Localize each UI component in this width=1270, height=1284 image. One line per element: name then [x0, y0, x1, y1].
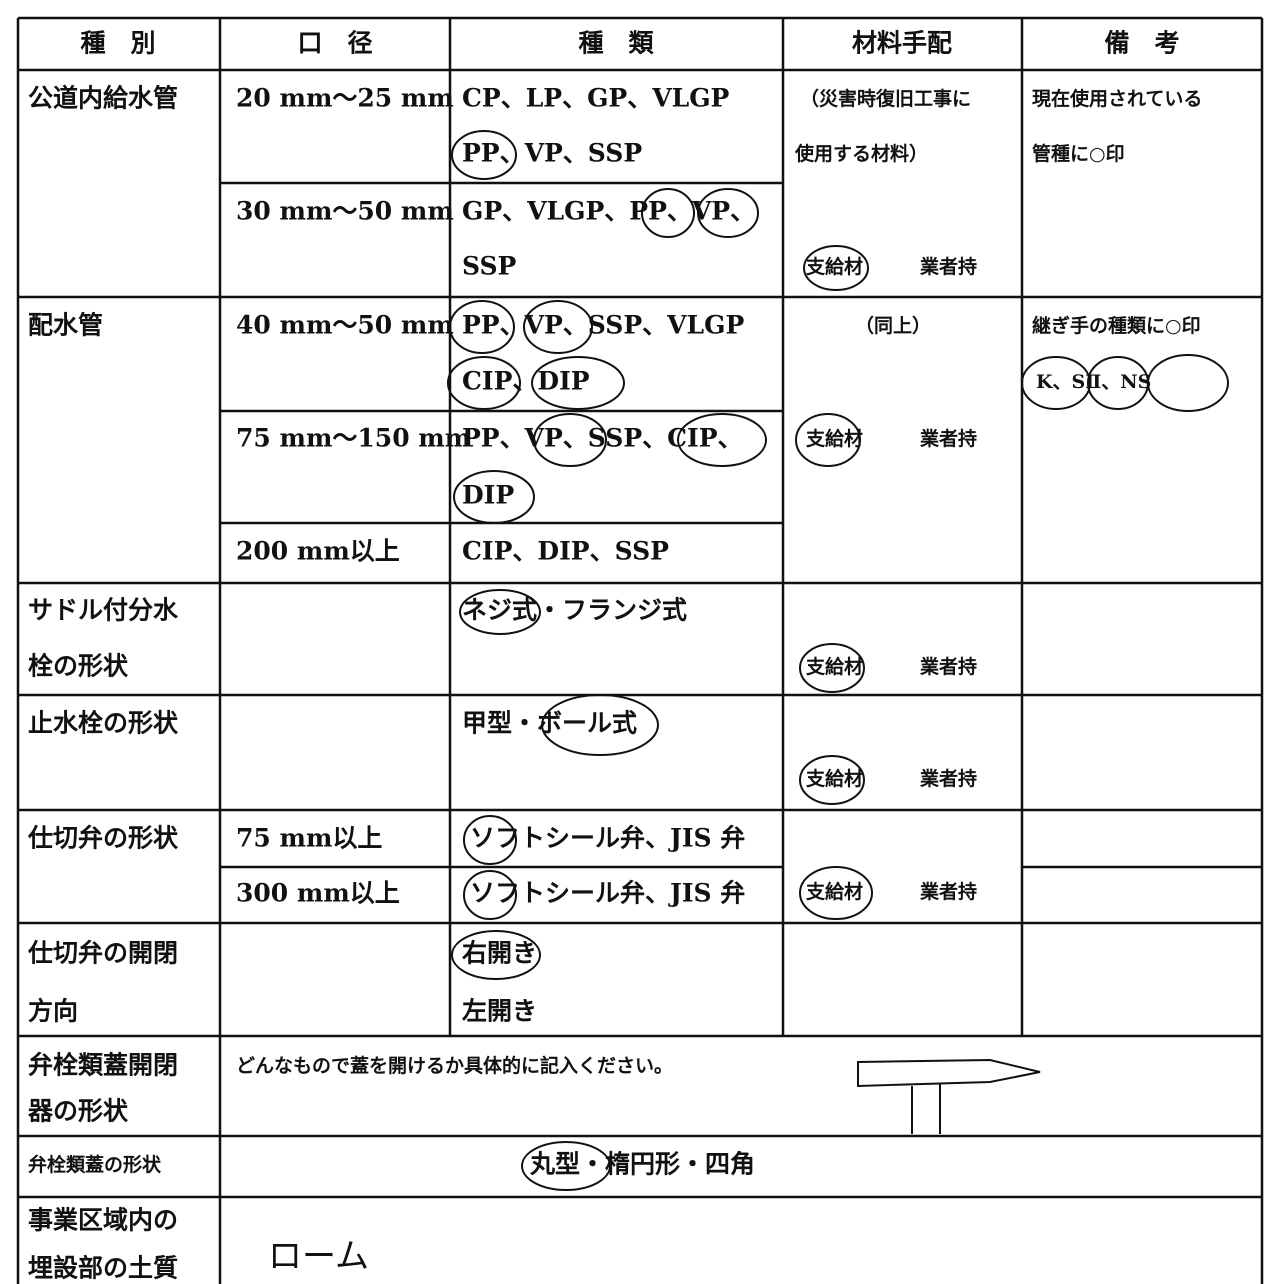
pipe-type: GP、VLGP、PP、VP、	[462, 197, 755, 226]
diameter: 20 mm〜25 mm	[236, 84, 454, 113]
supply-option: 支給材	[805, 767, 863, 790]
material: （災害時復旧工事に	[800, 87, 971, 110]
diameter: 75 mm〜150 mm	[236, 424, 471, 453]
material: （同上）	[855, 314, 931, 337]
header-cell: 材料手配	[852, 29, 952, 58]
remarks: K、SⅡ、NS	[1036, 371, 1151, 393]
category: 公道内給水管	[28, 84, 178, 113]
pipe-type: PP、VP、SSP、VLGP	[462, 311, 744, 340]
category: 方向	[28, 997, 78, 1026]
category: 器の形状	[27, 1097, 129, 1126]
material: 使用する材料）	[794, 142, 928, 165]
supply-option: 支給材	[805, 427, 863, 450]
pipe-type: CP、LP、GP、VLGP	[462, 84, 730, 113]
supply-option: 業者持	[919, 655, 977, 678]
category: 止水栓の形状	[28, 709, 179, 738]
category: 事業区域内の	[28, 1206, 178, 1235]
category: 弁栓類蓋の形状	[28, 1153, 162, 1176]
category: 栓の形状	[28, 652, 129, 681]
pipe-type: PP、VP、SSP、CIP、	[462, 424, 743, 453]
pipe-type: SSP	[462, 252, 517, 281]
pipe-type: DIP	[462, 481, 514, 510]
pipe-type: PP、VP、SSP	[462, 139, 642, 168]
diameter: 300 mm以上	[236, 879, 400, 908]
valve-type: ソフトシール弁、JIS 弁	[470, 824, 745, 853]
fitting-type: ネジ式・フランジ式	[462, 596, 687, 625]
valve-type: ソフトシール弁、JIS 弁	[470, 879, 745, 908]
supply-option: 業者持	[919, 427, 977, 450]
diameter: 40 mm〜50 mm	[236, 311, 454, 340]
supply-option: 支給材	[805, 655, 863, 678]
category: サドル付分水	[28, 596, 179, 625]
diameter: 75 mm以上	[236, 824, 382, 853]
category: 弁栓類蓋開閉	[28, 1051, 178, 1080]
supply-option: 業者持	[919, 255, 977, 278]
direction: 左開き	[462, 997, 537, 1026]
supply-option: 支給材	[805, 880, 863, 903]
supply-option: 業者持	[919, 767, 977, 790]
note: 丸型・楕円形・四角	[529, 1150, 755, 1179]
remarks: 管種に○印	[1032, 142, 1125, 165]
category: 仕切弁の開閉	[27, 939, 178, 968]
category: 仕切弁の形状	[27, 824, 179, 853]
header-cell: 種 類	[578, 29, 654, 58]
remarks: 現在使用されている	[1032, 87, 1202, 110]
soil-note: ローム	[268, 1237, 369, 1277]
supply-option: 業者持	[919, 880, 977, 903]
supply-option: 支給材	[805, 255, 863, 278]
handwriting	[447, 130, 1229, 1191]
header-cell: 備 考	[1104, 29, 1179, 58]
category: 埋設部の土質	[28, 1254, 178, 1283]
diameter: 200 mm以上	[236, 537, 400, 566]
direction: 右開き	[462, 939, 537, 968]
category: 配水管	[28, 311, 103, 340]
fitting-type: 甲型・ボール式	[462, 709, 637, 738]
note: どんなもので蓋を開けるか具体的に記入ください。	[236, 1054, 673, 1077]
remarks: 継ぎ手の種類に○印	[1032, 314, 1201, 337]
pipe-type: CIP、DIP	[462, 367, 590, 396]
pipe-type: CIP、DIP、SSP	[462, 537, 669, 566]
header-cell: 種 別	[80, 29, 155, 58]
header-cell: 口 径	[297, 29, 372, 58]
diameter: 30 mm〜50 mm	[236, 197, 454, 226]
